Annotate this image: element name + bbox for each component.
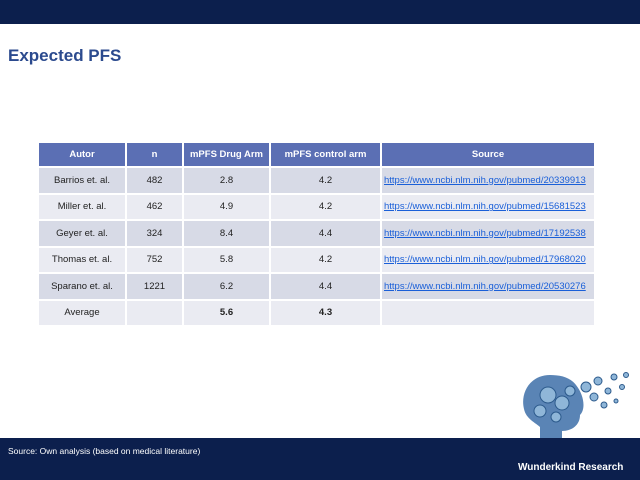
autor-cell: Geyer et. al.: [37, 219, 127, 248]
source-link[interactable]: https://www.ncbi.nlm.nih.gov/pubmed/1719…: [384, 227, 586, 239]
autor-cell: Sparano et. al.: [37, 272, 127, 301]
source-cell: https://www.ncbi.nlm.nih.gov/pubmed/1719…: [380, 219, 596, 248]
autor-cell: Barrios et. al.: [37, 166, 127, 195]
control-cell: 4.2: [269, 166, 382, 195]
autor-cell: Average: [37, 298, 127, 327]
table-row: Thomas et. al. 752 5.8 4.2 https://www.ncbi.…: [37, 245, 596, 274]
source-cell: [380, 298, 596, 327]
drug-cell: 8.4: [182, 219, 271, 248]
source-cell: https://www.ncbi.nlm.nih.gov/pubmed/2033…: [380, 166, 596, 195]
drug-cell: 4.9: [182, 192, 271, 221]
source-cell: https://www.ncbi.nlm.nih.gov/pubmed/1796…: [380, 245, 596, 274]
column-header: n: [125, 141, 184, 168]
table-body: Barrios et. al. 482 2.8 4.2 https://www.ncbi…: [37, 166, 596, 327]
source-note: Source: Own analysis (based on medical l…: [8, 446, 201, 456]
source-cell: https://www.ncbi.nlm.nih.gov/pubmed/1568…: [380, 192, 596, 221]
n-cell: 462: [125, 192, 184, 221]
control-cell: 4.2: [269, 245, 382, 274]
autor-cell: Miller et. al.: [37, 192, 127, 221]
header-row: Autor n mPFS Drug Arm mPFS control arm Sourc…: [37, 141, 596, 168]
bottom-bar: [0, 438, 640, 480]
column-header: Autor: [37, 141, 127, 168]
n-cell: 1221: [125, 272, 184, 301]
brand-name: Wunderkind Research: [518, 462, 624, 473]
results-table: Autor n mPFS Drug Arm mPFS control arm Sourc…: [37, 141, 596, 327]
brain-logo: [523, 372, 629, 441]
drug-cell: 2.8: [182, 166, 271, 195]
control-cell: 4.3: [269, 298, 382, 327]
top-bar: [0, 0, 640, 24]
table-row: Barrios et. al. 482 2.8 4.2 https://www.ncbi…: [37, 166, 596, 195]
n-cell: [125, 298, 184, 327]
drug-cell: 5.8: [182, 245, 271, 274]
drug-cell: 5.6: [182, 298, 271, 327]
table-row: Sparano et. al. 1221 6.2 4.4 https://www.ncb…: [37, 272, 596, 301]
source-link[interactable]: https://www.ncbi.nlm.nih.gov/pubmed/2053…: [384, 280, 586, 292]
n-cell: 324: [125, 219, 184, 248]
control-cell: 4.4: [269, 219, 382, 248]
table-row: Miller et. al. 462 4.9 4.2 https://www.ncbi.…: [37, 192, 596, 221]
n-cell: 482: [125, 166, 184, 195]
column-header: mPFS control arm: [269, 141, 382, 168]
n-cell: 752: [125, 245, 184, 274]
source-cell: https://www.ncbi.nlm.nih.gov/pubmed/2053…: [380, 272, 596, 301]
control-cell: 4.4: [269, 272, 382, 301]
drug-cell: 6.2: [182, 272, 271, 301]
slide-title: Expected PFS: [8, 46, 122, 65]
source-link[interactable]: https://www.ncbi.nlm.nih.gov/pubmed/1568…: [384, 201, 586, 213]
source-link[interactable]: https://www.ncbi.nlm.nih.gov/pubmed/2033…: [384, 174, 586, 186]
autor-cell: Thomas et. al.: [37, 245, 127, 274]
column-header: Source: [380, 141, 596, 168]
table-row: Average 5.6 4.3: [37, 298, 596, 327]
column-header: mPFS Drug Arm: [182, 141, 271, 168]
control-cell: 4.2: [269, 192, 382, 221]
source-link[interactable]: https://www.ncbi.nlm.nih.gov/pubmed/1796…: [384, 254, 586, 266]
table-row: Geyer et. al. 324 8.4 4.4 https://www.ncbi.n…: [37, 219, 596, 248]
